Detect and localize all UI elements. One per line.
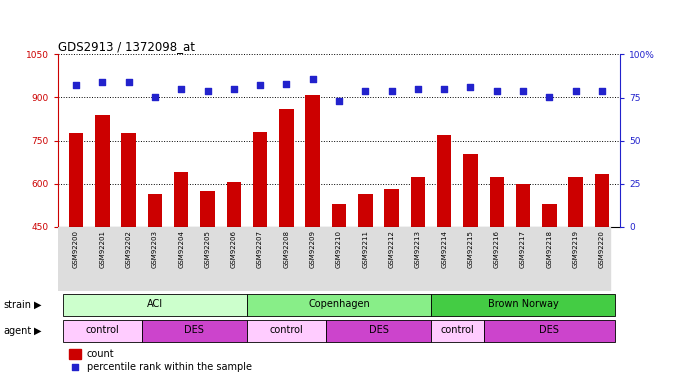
Point	[492, 312, 503, 318]
Point	[386, 88, 397, 94]
Text: GSM92204: GSM92204	[178, 230, 184, 268]
Text: GSM92218: GSM92218	[546, 230, 553, 268]
Bar	[437, 135, 452, 227]
Bar	[463, 153, 478, 227]
Bar	[200, 191, 215, 227]
Text: GSM92216: GSM92216	[494, 230, 500, 268]
Text: DES: DES	[184, 326, 204, 336]
Text: count: count	[87, 349, 115, 359]
Point	[202, 88, 213, 94]
Text: GSM92209: GSM92209	[310, 230, 316, 268]
Text: agent: agent	[3, 326, 32, 336]
Text: GSM92211: GSM92211	[362, 230, 368, 268]
Text: percentile rank within the sample: percentile rank within the sample	[87, 362, 252, 372]
Point	[517, 88, 528, 94]
Text: GSM92203: GSM92203	[152, 230, 158, 268]
Point	[228, 86, 239, 92]
Bar	[279, 109, 294, 227]
Text: GDS2913 / 1372098_at: GDS2913 / 1372098_at	[58, 40, 195, 53]
Point	[150, 94, 161, 100]
Text: GSM92217: GSM92217	[520, 230, 526, 268]
Point	[597, 88, 607, 94]
Bar	[253, 132, 267, 227]
Text: GSM92212: GSM92212	[388, 230, 395, 268]
Bar	[63, 320, 142, 342]
Point	[71, 82, 81, 88]
Bar	[431, 320, 483, 342]
Text: control: control	[85, 326, 119, 336]
Text: Brown Norway: Brown Norway	[487, 299, 559, 309]
Point	[123, 79, 134, 85]
Bar	[174, 172, 188, 227]
Text: GSM92215: GSM92215	[468, 230, 473, 268]
Text: GSM92208: GSM92208	[283, 230, 290, 268]
Text: Copenhagen: Copenhagen	[308, 299, 370, 309]
Point	[281, 81, 292, 87]
Bar	[595, 174, 610, 227]
Text: ▶: ▶	[33, 326, 41, 336]
Bar	[142, 320, 247, 342]
Point	[465, 84, 476, 90]
Bar	[483, 320, 615, 342]
Text: ▶: ▶	[33, 300, 41, 310]
Bar	[332, 204, 346, 227]
Bar	[247, 294, 431, 316]
Bar	[411, 177, 425, 227]
Bar	[490, 177, 504, 227]
Text: control: control	[441, 326, 474, 336]
Bar	[384, 189, 399, 227]
Bar	[69, 349, 81, 359]
Text: GSM92202: GSM92202	[125, 230, 132, 268]
Bar	[326, 320, 431, 342]
Text: DES: DES	[540, 326, 559, 336]
Bar	[226, 182, 241, 227]
Text: GSM92214: GSM92214	[441, 230, 447, 268]
Bar	[516, 184, 530, 227]
Point	[176, 86, 186, 92]
Text: ACI: ACI	[147, 299, 163, 309]
Text: control: control	[270, 326, 303, 336]
Point	[334, 98, 344, 104]
Bar	[68, 134, 83, 227]
Bar	[431, 294, 615, 316]
Point	[544, 94, 555, 100]
Bar	[542, 204, 557, 227]
Bar	[306, 94, 320, 227]
Point	[255, 82, 266, 88]
Point	[570, 88, 581, 94]
Text: GSM92207: GSM92207	[257, 230, 263, 268]
Text: GSM92206: GSM92206	[231, 230, 237, 268]
Point	[439, 86, 450, 92]
Text: GSM92201: GSM92201	[100, 230, 105, 268]
Bar	[358, 194, 372, 227]
Bar	[63, 294, 247, 316]
Text: GSM92220: GSM92220	[599, 230, 605, 268]
Text: strain: strain	[3, 300, 31, 310]
Bar	[568, 177, 583, 227]
Text: GSM92219: GSM92219	[573, 230, 578, 268]
Point	[307, 75, 318, 81]
Text: GSM92200: GSM92200	[73, 230, 79, 268]
Point	[97, 79, 108, 85]
Text: GSM92210: GSM92210	[336, 230, 342, 268]
Point	[492, 88, 502, 94]
Text: GSM92213: GSM92213	[415, 230, 421, 268]
Bar	[148, 194, 162, 227]
Text: DES: DES	[369, 326, 388, 336]
Bar	[121, 134, 136, 227]
Text: GSM92205: GSM92205	[205, 230, 210, 268]
Point	[360, 88, 371, 94]
Point	[412, 86, 423, 92]
Bar	[95, 115, 110, 227]
Bar	[247, 320, 326, 342]
